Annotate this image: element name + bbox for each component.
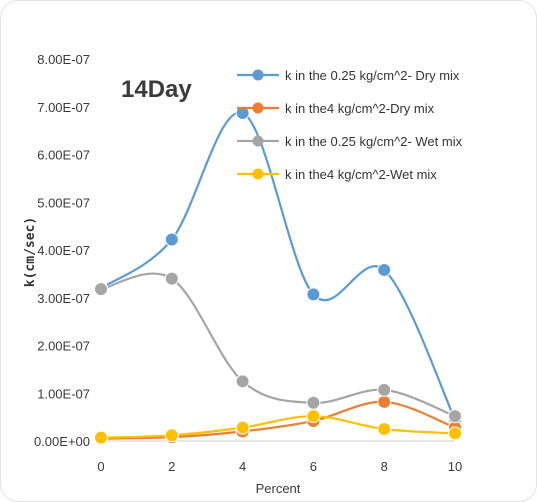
series-1-point bbox=[306, 287, 321, 302]
series-1-point bbox=[235, 105, 250, 120]
series-points bbox=[94, 105, 462, 446]
x-tick-label: 0 bbox=[97, 459, 104, 474]
chart-title: 14Day bbox=[121, 76, 192, 103]
x-tick-label: 6 bbox=[310, 459, 317, 474]
x-axis-title: Percent bbox=[256, 481, 301, 496]
x-tick-label: 10 bbox=[448, 459, 462, 474]
series-4-point bbox=[306, 409, 321, 424]
x-tick-label: 4 bbox=[239, 459, 246, 474]
y-tick-label: 3.00E-07 bbox=[37, 291, 90, 306]
series-1-point bbox=[164, 232, 179, 247]
legend-label-2: k in the4 kg/cm^2-Dry mix bbox=[285, 101, 435, 116]
legend-label-1: k in the 0.25 kg/cm^2- Dry mix bbox=[285, 68, 460, 83]
legend-marker-1 bbox=[252, 69, 264, 81]
y-tick-label: 8.00E-07 bbox=[37, 52, 90, 67]
x-tick-label: 2 bbox=[168, 459, 175, 474]
legend-label-3: k in the 0.25 kg/cm^2- Wet mix bbox=[285, 134, 463, 149]
y-tick-labels: 0.00E+00 1.00E-07 2.00E-07 3.00E-07 4.00E-07… bbox=[34, 52, 90, 449]
series-4-point bbox=[164, 428, 179, 443]
series-3-point bbox=[306, 395, 321, 410]
y-tick-label: 0.00E+00 bbox=[34, 434, 90, 449]
series-lines bbox=[100, 111, 456, 440]
series-3-point bbox=[164, 271, 179, 286]
y-tick-label: 6.00E-07 bbox=[37, 148, 90, 163]
legend-marker-2 bbox=[252, 102, 264, 114]
x-tick-labels: 0 2 4 6 8 10 bbox=[97, 459, 462, 474]
legend-marker-4 bbox=[252, 168, 264, 180]
series-4-point bbox=[377, 422, 392, 437]
series-3-point bbox=[448, 409, 462, 424]
y-tick-label: 2.00E-07 bbox=[37, 339, 90, 354]
series-line-1 bbox=[100, 111, 456, 420]
series-4-point bbox=[448, 426, 462, 441]
series-3-point bbox=[377, 382, 392, 397]
legend: k in the 0.25 kg/cm^2- Dry mix k in the4 … bbox=[237, 68, 463, 182]
y-tick-label: 4.00E-07 bbox=[37, 243, 90, 258]
series-3-point bbox=[235, 374, 250, 389]
y-tick-label: 5.00E-07 bbox=[37, 195, 90, 210]
x-tick-label: 8 bbox=[381, 459, 388, 474]
legend-label-4: k in the4 kg/cm^2-Wet mix bbox=[285, 167, 437, 182]
series-4-point bbox=[235, 420, 250, 435]
y-tick-label: 1.00E-07 bbox=[37, 386, 90, 401]
legend-marker-3 bbox=[252, 135, 264, 147]
y-axis-title: k(cm/sec) bbox=[23, 217, 38, 287]
series-3-point bbox=[94, 282, 108, 297]
y-tick-label: 7.00E-07 bbox=[37, 100, 90, 115]
series-2-point bbox=[377, 394, 392, 409]
series-1-point bbox=[377, 263, 392, 278]
series-4-point bbox=[94, 430, 108, 445]
